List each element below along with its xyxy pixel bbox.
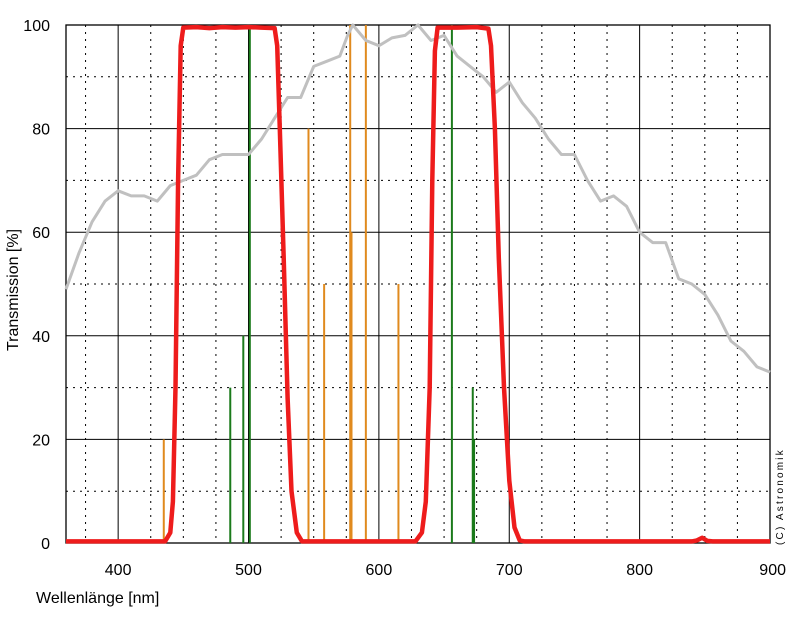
y-tick-label: 0 <box>41 536 50 553</box>
filter-curve <box>66 24 770 544</box>
x-tick-label: 900 <box>759 562 786 579</box>
x-tick-label: 700 <box>496 562 523 579</box>
y-tick-label: 60 <box>32 225 50 242</box>
y-tick-label: 40 <box>32 329 50 346</box>
x-tick-label: 800 <box>626 562 653 579</box>
copyright-label: (C) Astronomik <box>775 448 786 545</box>
y-axis-label: Transmission [%] <box>5 229 22 351</box>
x-tick-label: 500 <box>235 562 262 579</box>
x-axis-label: Wellenlänge [nm] <box>36 590 159 607</box>
x-tick-label: 600 <box>366 562 393 579</box>
y-tick-label: 80 <box>32 122 50 139</box>
y-tick-label: 20 <box>32 432 50 449</box>
emission-lines <box>162 25 476 543</box>
sensor_qe-curve <box>64 23 771 374</box>
tick-labels: 400 500 600 700 800 900 0 20 40 60 80 100 <box>23 18 786 579</box>
series-layer <box>64 23 771 544</box>
x-tick-label: 400 <box>105 562 132 579</box>
y-tick-label: 100 <box>23 18 50 35</box>
